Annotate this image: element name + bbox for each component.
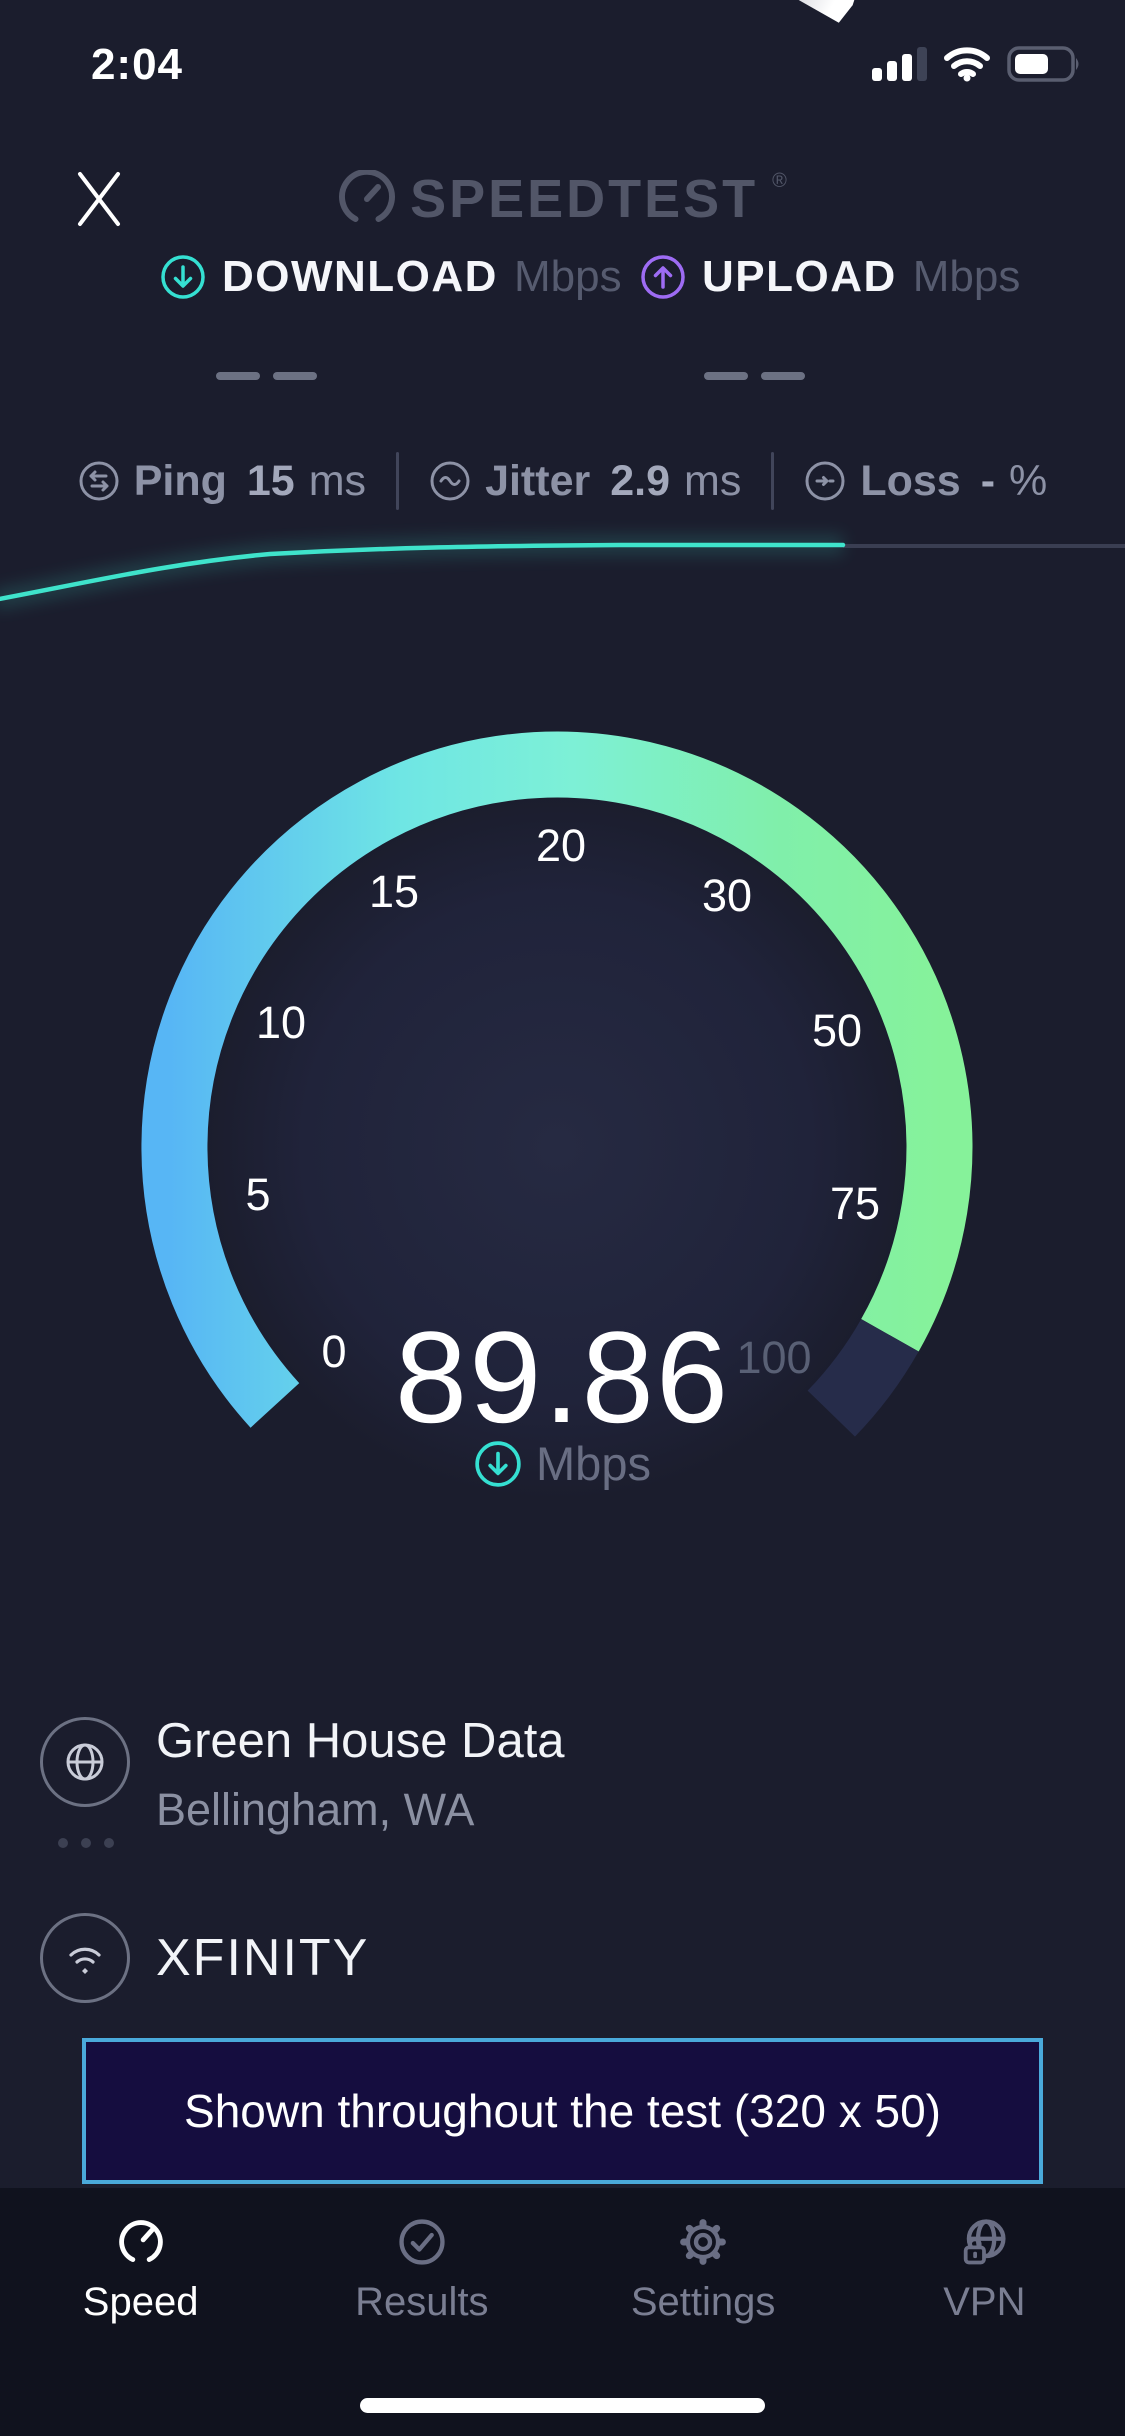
status-time: 2:04: [90, 40, 184, 89]
latency-row: Ping 15 ms Jitter 2.9 ms L: [0, 452, 1125, 510]
download-speed-value: 89.86: [394, 1304, 731, 1450]
server-name: Green House Data: [156, 1714, 565, 1768]
gear-icon: [675, 2214, 731, 2270]
gauge-tick: 30: [701, 870, 753, 921]
loss-label: Loss: [860, 456, 961, 505]
tab-settings[interactable]: Settings: [563, 2188, 844, 2436]
download-arrow-icon: [474, 1440, 522, 1488]
download-arrow-icon: [160, 254, 206, 300]
server-info: Green House Data Bellingham, WA: [40, 1717, 565, 1836]
download-header: DOWNLOAD Mbps: [160, 252, 622, 302]
download-value-placeholder: [216, 372, 317, 380]
loss-unit: %: [1009, 456, 1048, 505]
upload-header: UPLOAD Mbps: [640, 252, 1020, 302]
ping-label: Ping: [133, 456, 227, 505]
download-unit: Mbps: [513, 252, 622, 301]
download-label: DOWNLOAD: [222, 252, 498, 301]
upload-arrow-icon: [640, 254, 686, 300]
close-button[interactable]: [70, 168, 128, 230]
jitter-label: Jitter: [485, 456, 591, 505]
gauge-tick: 10: [255, 997, 307, 1048]
gauge-unit-label: Mbps: [536, 1437, 651, 1490]
results-check-icon: [394, 2214, 450, 2270]
logo-registered-mark: ®: [772, 170, 787, 192]
wifi-icon: [943, 46, 991, 82]
tab-settings-label: Settings: [630, 2280, 776, 2324]
change-server-dots[interactable]: [58, 1838, 114, 1848]
tab-vpn-label: VPN: [943, 2280, 1026, 2324]
upload-value-placeholder: [704, 372, 805, 380]
speedtest-gauge-icon: [338, 170, 396, 228]
loss-value: -: [980, 456, 996, 505]
tab-results[interactable]: Results: [281, 2188, 562, 2436]
isp-name: XFINITY: [156, 1929, 370, 1987]
jitter-stat: Jitter 2.9 ms: [429, 457, 741, 506]
logo-wordmark: SPEEDTEST: [410, 169, 759, 229]
divider: [396, 452, 400, 510]
ping-icon: [78, 460, 120, 502]
status-icons: [872, 46, 1083, 82]
ping-value: 15: [246, 456, 295, 505]
gauge-needle: [537, 0, 860, 23]
jitter-unit: ms: [684, 456, 742, 505]
gauge-tick: 50: [811, 1005, 863, 1056]
jitter-value: 2.9: [610, 456, 670, 505]
speedtest-logo: SPEEDTEST ®: [0, 168, 1125, 230]
gauge-unit-row: Mbps: [0, 1436, 1125, 1491]
upload-unit: Mbps: [912, 252, 1021, 301]
loss-icon: [804, 460, 846, 502]
gauge-tick-max: 100: [736, 1332, 812, 1383]
tab-results-label: Results: [355, 2280, 489, 2324]
cellular-signal-icon: [872, 47, 927, 81]
tab-vpn[interactable]: VPN: [844, 2188, 1125, 2436]
loss-stat: Loss - %: [804, 457, 1047, 506]
server-location: Bellingham, WA: [156, 1784, 475, 1835]
ad-banner-text: Shown throughout the test (320 x 50): [184, 2085, 941, 2137]
vpn-globe-lock-icon: [956, 2214, 1012, 2270]
isp-info: XFINITY: [40, 1913, 369, 2003]
upload-label: UPLOAD: [702, 252, 897, 301]
gauge-tick: 5: [245, 1169, 271, 1220]
speedometer-icon: [113, 2214, 169, 2270]
home-indicator[interactable]: [360, 2398, 765, 2413]
jitter-icon: [429, 460, 471, 502]
divider: [771, 452, 775, 510]
globe-icon: [40, 1717, 130, 1807]
tab-bar: Speed Results: [0, 2188, 1125, 2436]
wifi-connection-icon: [40, 1913, 130, 2003]
ping-unit: ms: [308, 456, 367, 505]
gauge-tick: 15: [368, 866, 420, 917]
tab-speed-label: Speed: [82, 2280, 199, 2324]
ping-stat: Ping 15 ms: [78, 457, 366, 506]
gauge-tick: 20: [535, 820, 587, 871]
ad-banner[interactable]: Shown throughout the test (320 x 50): [82, 2038, 1043, 2184]
tab-speed[interactable]: Speed: [0, 2188, 281, 2436]
battery-icon: [1007, 46, 1083, 82]
gauge-tick: 0: [321, 1326, 347, 1377]
gauge-tick: 75: [829, 1178, 881, 1229]
